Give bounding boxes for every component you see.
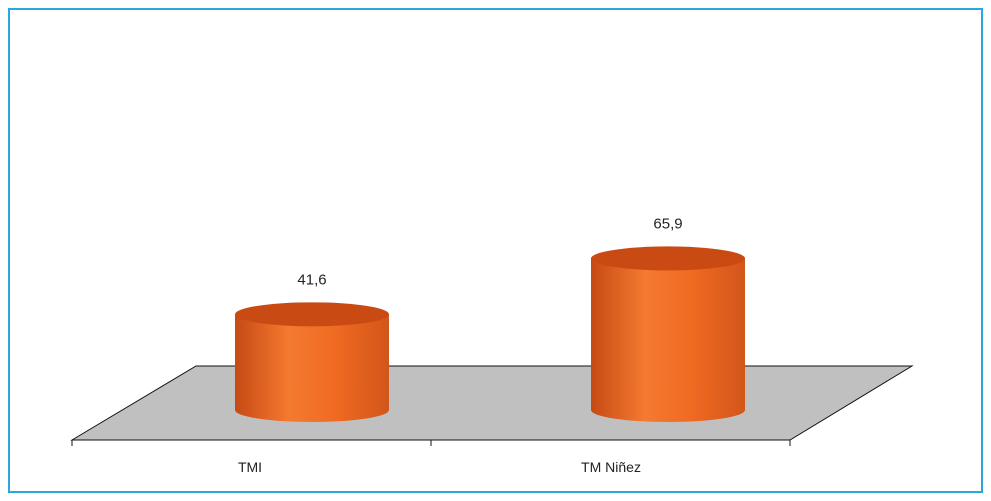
category-label: TM Niñez [581, 459, 641, 475]
bar-0-top [235, 302, 389, 327]
bar-0-value-label: 41,6 [297, 271, 326, 288]
bar-1-top [591, 246, 745, 271]
chart-floor [70, 365, 914, 441]
bar-0-body [235, 314, 389, 422]
category-label: TMI [238, 459, 262, 475]
bar-1-body [591, 258, 745, 422]
bars-group: 41,6 65,9 [235, 215, 745, 422]
bar-1-value-label: 65,9 [653, 215, 682, 232]
